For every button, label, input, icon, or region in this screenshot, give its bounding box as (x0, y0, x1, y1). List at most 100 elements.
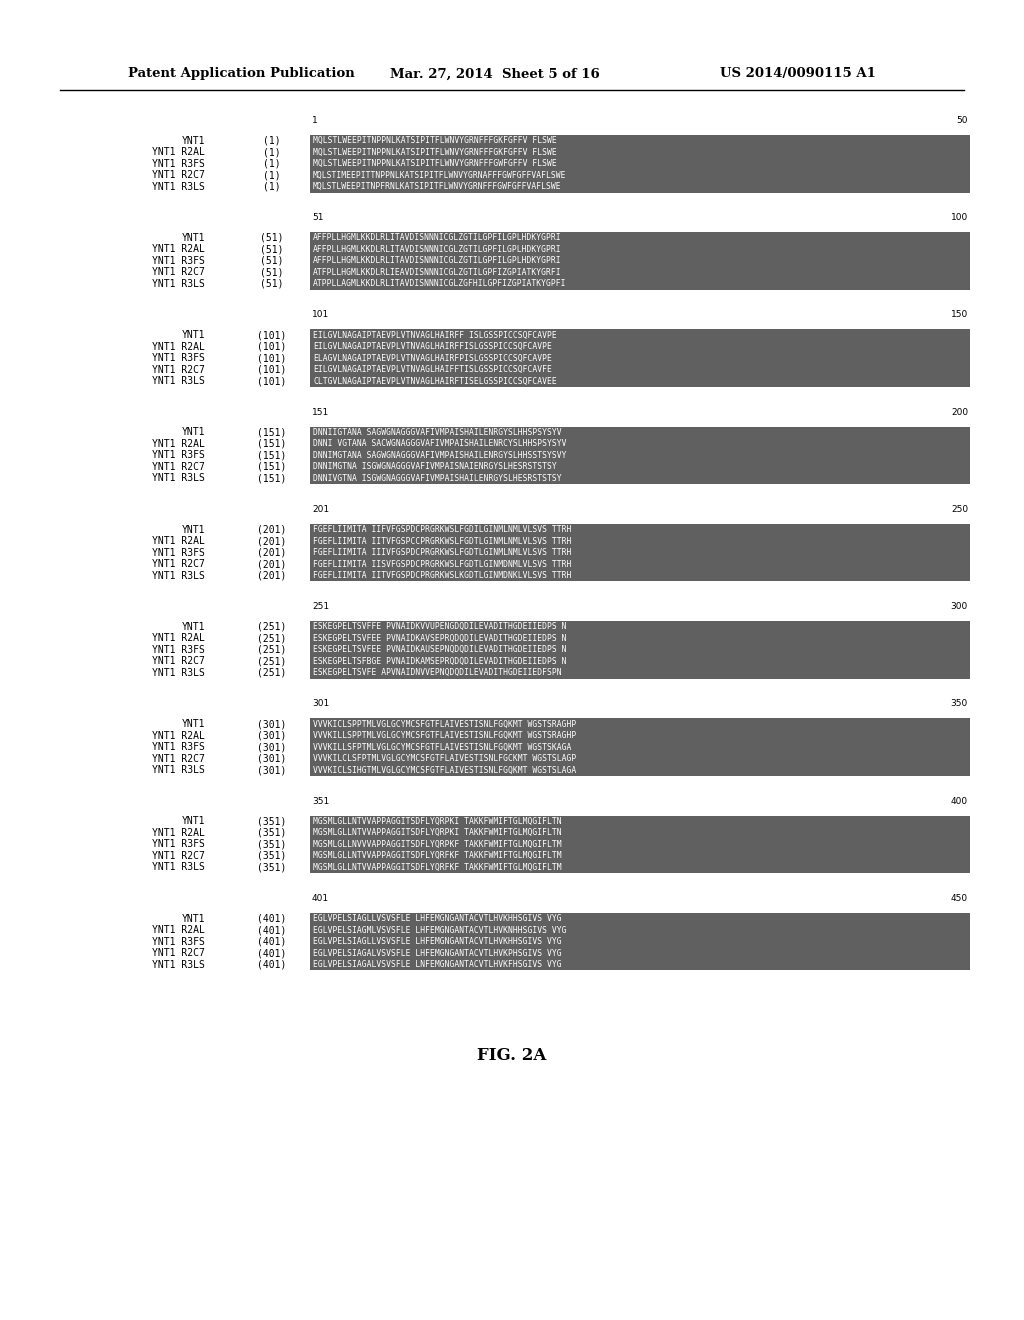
Text: ELAGVLNAGAIPTAEVPLVTNVAGLHAIRFPISLGSSPICCSQFCAVPE: ELAGVLNAGAIPTAEVPLVTNVAGLHAIRFPISLGSSPIC… (313, 354, 552, 363)
Text: YNT1: YNT1 (181, 428, 205, 437)
Text: 151: 151 (312, 408, 330, 417)
Text: YNT1 R3LS: YNT1 R3LS (153, 376, 205, 387)
Text: EGLVPELSIAGMLVSVSFLE LHFEMGNGANTACVTLHVKNHHSGIVS VYG: EGLVPELSIAGMLVSVSFLE LHFEMGNGANTACVTLHVK… (313, 925, 566, 935)
Bar (310, 135, 970, 147)
Text: DNNI VGTANA SACWGNAGGGVAFIVMPAISHAILENRCYSLHHSPSYSYV: DNNI VGTANA SACWGNAGGGVAFIVMPAISHAILENRC… (313, 440, 566, 449)
Text: (101): (101) (257, 342, 287, 351)
Text: (101): (101) (257, 376, 287, 387)
Text: YNT1 R2C7: YNT1 R2C7 (153, 851, 205, 861)
Text: 201: 201 (312, 504, 329, 513)
Text: ESKEGPELTSVFEE PVNAIDKAUSEPNQDQDILEVADITHGDEIIEDPS N: ESKEGPELTSVFEE PVNAIDKAUSEPNQDQDILEVADIT… (313, 645, 566, 655)
Bar (310, 181, 970, 193)
Text: MGSMLGLLNTVVAPPAGGITSDFLYQRPKI TAKKFWMIFTGLMQGIFLTN: MGSMLGLLNTVVAPPAGGITSDFLYQRPKI TAKKFWMIF… (313, 817, 561, 826)
Text: YNT1 R3FS: YNT1 R3FS (153, 645, 205, 655)
Text: (1): (1) (263, 182, 281, 191)
Text: MQLSTLWEEPITNPFRNLKATSIPITFLWNVYGRNFFFGWFGFFVAFLSWE: MQLSTLWEEPITNPFRNLKATSIPITFLWNVYGRNFFFGW… (313, 182, 561, 191)
Bar (310, 461, 970, 473)
Bar (310, 169, 970, 181)
Bar (310, 912, 970, 924)
Bar (310, 862, 970, 873)
Text: 350: 350 (950, 700, 968, 709)
Text: YNT1: YNT1 (181, 524, 205, 535)
Text: (201): (201) (257, 560, 287, 569)
Text: DNNIIGTANA SAGWGNAGGGVAFIVMPAISHAILENRGYSLHHSPSYSYV: DNNIIGTANA SAGWGNAGGGVAFIVMPAISHAILENRGY… (313, 428, 561, 437)
Bar (310, 936, 970, 948)
Text: FGEFLIIMITA IITVFGSPCCPRGRKWSLFGDTLGINMLNMLVLSVS TTRH: FGEFLIIMITA IITVFGSPCCPRGRKWSLFGDTLGINML… (313, 537, 571, 545)
Text: 300: 300 (950, 602, 968, 611)
Text: 351: 351 (312, 796, 330, 805)
Bar (310, 147, 970, 158)
Text: VVVKILCLSFPTMLVGLGCYMCSFGTFLAIVESTISNLFGCKMT WGSTSLAGP: VVVKILCLSFPTMLVGLGCYMCSFGTFLAIVESTISNLFG… (313, 754, 577, 763)
Text: AFFPLLHGMLKKDLRLITAVDISNNNICGLZGTILGPFILGPLHDKYGPRI: AFFPLLHGMLKKDLRLITAVDISNNNICGLZGTILGPFIL… (313, 256, 561, 265)
Text: (401): (401) (257, 936, 287, 946)
Text: 251: 251 (312, 602, 329, 611)
Text: ESKEGPELTSVFFE PVNAIDKVVUPENGDQDILEVADITHGDEIIEDPS N: ESKEGPELTSVFFE PVNAIDKVVUPENGDQDILEVADIT… (313, 622, 566, 631)
Bar (310, 816, 970, 828)
Text: YNT1: YNT1 (181, 136, 205, 145)
Text: (101): (101) (257, 330, 287, 341)
Bar (310, 742, 970, 752)
Text: YNT1: YNT1 (181, 330, 205, 341)
Text: (351): (351) (257, 840, 287, 849)
Bar (310, 667, 970, 678)
Text: DNNIMGTANA SAGWGNAGGGVAFIVMPAISHAILENRGYSLHHSSTSYSVY: DNNIMGTANA SAGWGNAGGGVAFIVMPAISHAILENRGY… (313, 451, 566, 459)
Text: 400: 400 (951, 796, 968, 805)
Text: YNT1: YNT1 (181, 622, 205, 632)
Text: VVVKICLSPPTMLVGLGCYMCSFGTFLAIVESTISNLFGQKMT WGSTSRAGHP: VVVKICLSPPTMLVGLGCYMCSFGTFLAIVESTISNLFGQ… (313, 719, 577, 729)
Text: YNT1: YNT1 (181, 816, 205, 826)
Text: ATFPLLHGMLKKDLRLIEAVDISNNNICGLZGTILGPFIZGPIATKYGRFI: ATFPLLHGMLKKDLRLIEAVDISNNNICGLZGTILGPFIZ… (313, 268, 561, 277)
Text: MQLSTLWEEPITNPPNLKATSIPITFLWNVYGRNFFFGKFGFFV FLSWE: MQLSTLWEEPITNPPNLKATSIPITFLWNVYGRNFFFGKF… (313, 136, 557, 145)
Text: (151): (151) (257, 450, 287, 461)
Bar (310, 752, 970, 764)
Text: YNT1 R2AL: YNT1 R2AL (153, 342, 205, 351)
Bar (310, 632, 970, 644)
Bar (310, 341, 970, 352)
Text: Patent Application Publication: Patent Application Publication (128, 67, 354, 81)
Text: DNNIMGTNA ISGWGNAGGGVAFIVMPAISNAIENRGYSLHESRSTSTSY: DNNIMGTNA ISGWGNAGGGVAFIVMPAISNAIENRGYSL… (313, 462, 557, 471)
Text: VVVKILLSPPTMLVGLGCYMCSFGTFLAIVESTISNLFGQKMT WGSTSRAGHP: VVVKILLSPPTMLVGLGCYMCSFGTFLAIVESTISNLFGQ… (313, 731, 577, 741)
Text: (351): (351) (257, 816, 287, 826)
Text: 250: 250 (951, 504, 968, 513)
Text: YNT1 R3FS: YNT1 R3FS (153, 840, 205, 849)
Text: YNT1 R3LS: YNT1 R3LS (153, 182, 205, 191)
Bar (310, 255, 970, 267)
Text: YNT1 R2AL: YNT1 R2AL (153, 536, 205, 546)
Bar (310, 850, 970, 862)
Text: 150: 150 (950, 310, 968, 319)
Text: MQLSTLWEEPITNPPNLKATSIPITFLWNVYGRNFFFGKFGFFV FLSWE: MQLSTLWEEPITNPPNLKATSIPITFLWNVYGRNFFFGKF… (313, 148, 557, 157)
Text: YNT1 R3FS: YNT1 R3FS (153, 548, 205, 557)
Text: YNT1 R3LS: YNT1 R3LS (153, 279, 205, 289)
Text: YNT1 R3FS: YNT1 R3FS (153, 450, 205, 461)
Text: FGEFLIIMITA IISVFGSPDCPRGRKWSLFGDTLGINMDNMLVLSVS TTRH: FGEFLIIMITA IISVFGSPDCPRGRKWSLFGDTLGINMD… (313, 560, 571, 569)
Text: YNT1: YNT1 (181, 719, 205, 729)
Text: (51): (51) (260, 256, 284, 265)
Text: ATPPLLAGMLKKDLRLITAVDISNNNICGLZGFHILGPFIZGPIATKYGPFI: ATPPLLAGMLKKDLRLITAVDISNNNICGLZGFHILGPFI… (313, 280, 566, 289)
Text: YNT1 R3FS: YNT1 R3FS (153, 742, 205, 752)
Text: YNT1 R2AL: YNT1 R2AL (153, 730, 205, 741)
Text: YNT1: YNT1 (181, 913, 205, 924)
Bar (310, 524, 970, 536)
Text: (151): (151) (257, 428, 287, 437)
Text: (251): (251) (257, 634, 287, 643)
Bar (310, 426, 970, 438)
Text: (351): (351) (257, 851, 287, 861)
Text: (151): (151) (257, 440, 287, 449)
Text: ESKEGPELTSVFEE PVNAIDKAVSEPRQDQDILEVADITHGDEIIEDPS N: ESKEGPELTSVFEE PVNAIDKAVSEPRQDQDILEVADIT… (313, 634, 566, 643)
Text: (301): (301) (257, 730, 287, 741)
Bar (310, 438, 970, 450)
Text: Mar. 27, 2014  Sheet 5 of 16: Mar. 27, 2014 Sheet 5 of 16 (390, 67, 600, 81)
Text: EGLVPELSIAGALVSVSFLE LNFEMGNGANTACVTLHVKFHSGIVS VYG: EGLVPELSIAGALVSVSFLE LNFEMGNGANTACVTLHVK… (313, 960, 561, 969)
Text: (201): (201) (257, 548, 287, 557)
Text: EILGVLNAGAIPTAEVPLVTNVAGLHAIFFTISLGSSPICCSQFCAVFE: EILGVLNAGAIPTAEVPLVTNVAGLHAIFFTISLGSSPIC… (313, 366, 552, 374)
Text: MGSMLGLLNTVVAPPAGGITSDFLYQRPKI TAKKFWMIFTGLMQGIFLTN: MGSMLGLLNTVVAPPAGGITSDFLYQRPKI TAKKFWMIF… (313, 829, 561, 837)
Text: (301): (301) (257, 754, 287, 763)
Text: (401): (401) (257, 913, 287, 924)
Text: 301: 301 (312, 700, 330, 709)
Text: YNT1 R3LS: YNT1 R3LS (153, 668, 205, 678)
Text: YNT1 R2C7: YNT1 R2C7 (153, 268, 205, 277)
Text: YNT1 R2C7: YNT1 R2C7 (153, 656, 205, 667)
Text: 51: 51 (312, 214, 324, 222)
Text: (51): (51) (260, 268, 284, 277)
Bar (310, 158, 970, 169)
Bar (310, 570, 970, 581)
